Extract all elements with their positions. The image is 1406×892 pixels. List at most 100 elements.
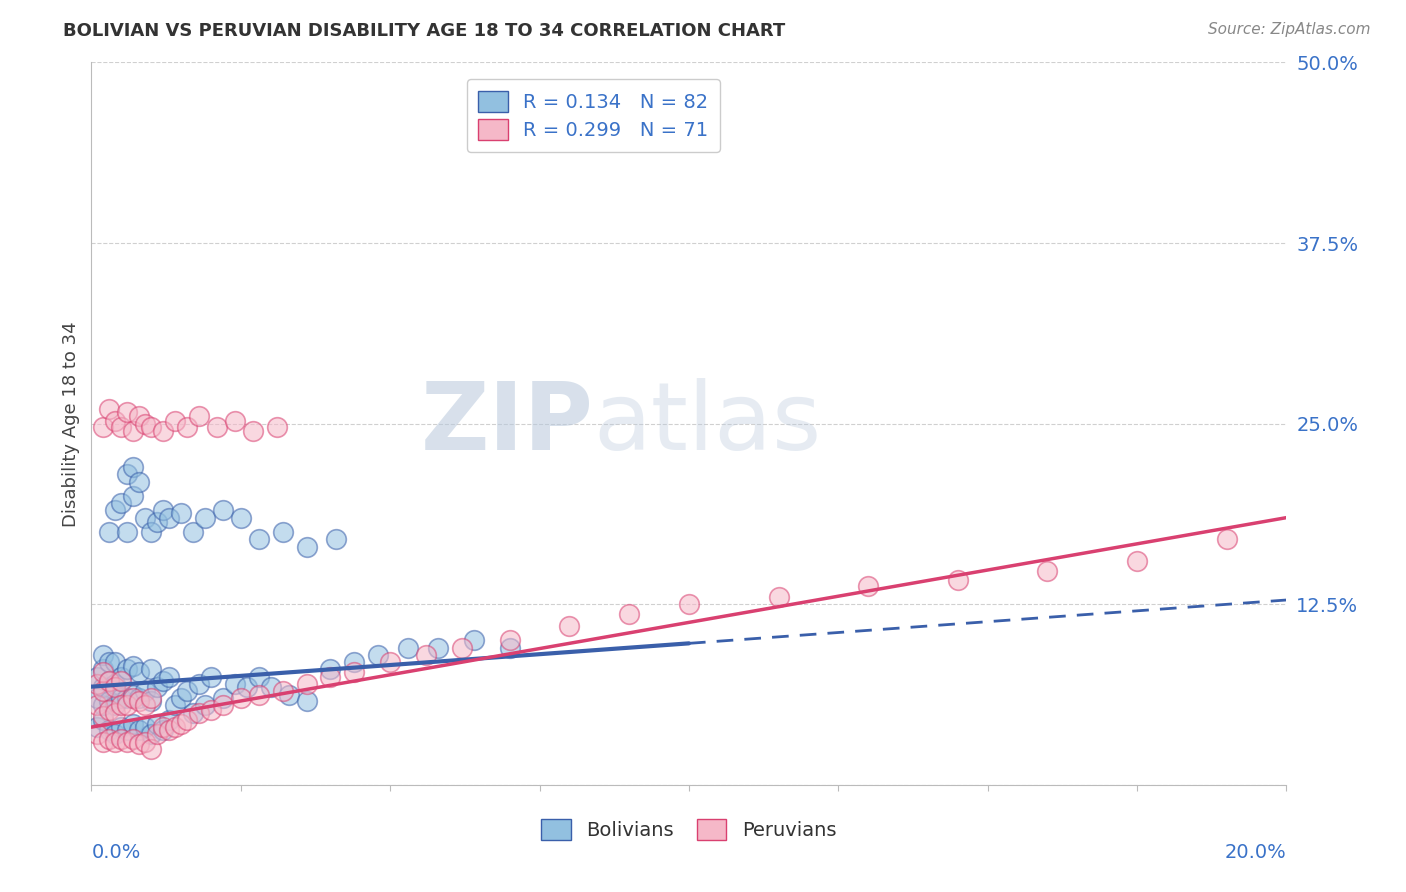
Point <box>98 402 121 417</box>
Point <box>93 698 115 713</box>
Point <box>205 419 228 434</box>
Point <box>115 698 138 713</box>
Point <box>110 731 132 746</box>
Point <box>128 723 150 737</box>
Point <box>93 648 115 662</box>
Point <box>194 510 217 524</box>
Point <box>152 673 174 688</box>
Point <box>122 717 145 731</box>
Point <box>858 578 880 592</box>
Point <box>122 691 145 706</box>
Point <box>110 691 132 706</box>
Point <box>134 720 156 734</box>
Point <box>319 662 342 676</box>
Point <box>499 640 522 655</box>
Point <box>86 727 108 741</box>
Point <box>325 533 347 547</box>
Point <box>176 684 198 698</box>
Point <box>152 723 174 737</box>
Point <box>619 607 641 622</box>
Point <box>115 734 138 748</box>
Point <box>104 734 127 748</box>
Point <box>122 689 145 703</box>
Point <box>86 698 108 713</box>
Point <box>141 419 163 434</box>
Point <box>163 414 186 428</box>
Point <box>98 524 121 539</box>
Point <box>104 698 127 713</box>
Point <box>235 680 259 694</box>
Point <box>141 742 163 756</box>
Point <box>93 419 115 434</box>
Point <box>211 698 233 713</box>
Point <box>343 655 366 669</box>
Point <box>211 503 233 517</box>
Point <box>271 684 294 698</box>
Point <box>157 713 180 727</box>
Point <box>110 720 132 734</box>
Point <box>93 684 115 698</box>
Point <box>98 673 121 688</box>
Point <box>104 655 127 669</box>
Point <box>146 727 169 741</box>
Point <box>678 598 700 612</box>
Y-axis label: Disability Age 18 to 34: Disability Age 18 to 34 <box>62 321 80 526</box>
Point <box>188 677 211 691</box>
Point <box>115 405 138 419</box>
Point <box>141 662 163 676</box>
Point <box>122 659 145 673</box>
Text: BOLIVIAN VS PERUVIAN DISABILITY AGE 18 TO 34 CORRELATION CHART: BOLIVIAN VS PERUVIAN DISABILITY AGE 18 T… <box>63 22 786 40</box>
Point <box>463 633 485 648</box>
Point <box>122 489 145 503</box>
Point <box>152 720 174 734</box>
Point <box>295 677 318 691</box>
Point <box>1216 533 1239 547</box>
Point <box>98 731 121 746</box>
Point <box>266 419 288 434</box>
Point <box>134 734 156 748</box>
Text: Source: ZipAtlas.com: Source: ZipAtlas.com <box>1208 22 1371 37</box>
Point <box>115 524 138 539</box>
Point <box>128 409 150 424</box>
Point <box>224 414 246 428</box>
Point <box>181 706 204 720</box>
Point <box>146 515 169 529</box>
Point <box>141 694 163 708</box>
Point <box>128 665 150 680</box>
Point <box>86 669 108 683</box>
Point <box>98 703 121 717</box>
Point <box>86 691 108 706</box>
Point <box>110 496 132 510</box>
Point <box>98 655 121 669</box>
Point <box>188 409 211 424</box>
Point <box>200 669 222 683</box>
Point <box>1036 564 1059 578</box>
Point <box>176 713 198 727</box>
Point <box>128 694 150 708</box>
Point <box>141 691 163 706</box>
Point <box>152 503 174 517</box>
Point <box>115 691 138 706</box>
Point <box>242 424 264 438</box>
Point <box>229 510 252 524</box>
Point <box>93 713 115 727</box>
Point <box>163 720 186 734</box>
Point <box>200 703 222 717</box>
Point <box>141 727 163 741</box>
Point <box>176 419 198 434</box>
Point <box>146 680 169 694</box>
Point <box>170 691 193 706</box>
Point <box>110 419 132 434</box>
Point <box>499 633 522 648</box>
Point <box>181 524 204 539</box>
Point <box>157 723 180 737</box>
Point <box>247 689 270 703</box>
Point <box>115 467 138 482</box>
Point <box>380 655 402 669</box>
Point <box>295 540 318 554</box>
Point <box>104 503 127 517</box>
Point <box>277 689 299 703</box>
Point <box>211 691 233 706</box>
Point <box>110 669 132 683</box>
Point <box>343 665 366 680</box>
